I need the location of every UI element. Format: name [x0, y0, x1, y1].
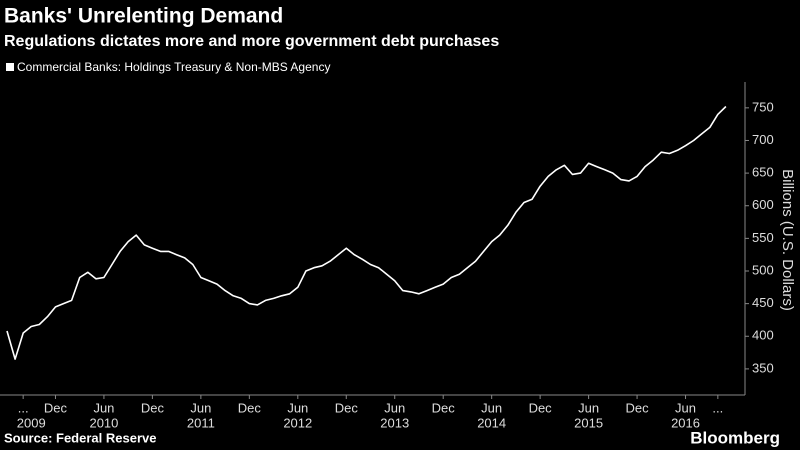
year-label: 2016: [671, 415, 700, 430]
legend-label: Commercial Banks: Holdings Treasury & No…: [17, 60, 330, 74]
x-tick-label: Jun: [675, 400, 696, 415]
y-tick-label: 500: [752, 262, 774, 277]
chart-subtitle: Regulations dictates more and more gover…: [4, 33, 499, 50]
source: Source: Federal Reserve: [4, 430, 156, 445]
x-tick-label: Jun: [287, 400, 308, 415]
x-tick-label: Jun: [578, 400, 599, 415]
x-tick-label: Dec: [529, 400, 553, 415]
line-series: [6, 105, 727, 360]
x-tick-label: Dec: [141, 400, 165, 415]
y-tick-label: 450: [752, 295, 774, 310]
x-tick-label: Jun: [384, 400, 405, 415]
y-tick-label: 600: [752, 197, 774, 212]
chart-title: Banks' Unrelenting Demand: [4, 5, 283, 28]
x-tick-label: Jun: [481, 400, 502, 415]
y-axis-title: Billions (U.S. Dollars): [779, 169, 796, 311]
year-label: 2010: [89, 415, 118, 430]
year-label: 2013: [380, 415, 409, 430]
y-tick-label: 700: [752, 132, 774, 147]
y-tick-label: 650: [752, 165, 774, 180]
x-tick-label: ...: [18, 400, 29, 415]
year-label: 2011: [187, 415, 215, 430]
brand: Bloomberg: [690, 428, 780, 447]
legend-swatch: [6, 63, 14, 71]
year-label: 2009: [17, 415, 46, 430]
y-tick-label: 350: [752, 360, 774, 375]
x-tick-label: Dec: [432, 400, 456, 415]
x-tick-label: Jun: [190, 400, 211, 415]
year-label: 2012: [283, 415, 312, 430]
x-tick-label: Dec: [44, 400, 68, 415]
y-tick-label: 750: [752, 99, 774, 114]
x-tick-label: Dec: [335, 400, 359, 415]
x-tick-label: Jun: [93, 400, 114, 415]
y-tick-label: 400: [752, 328, 774, 343]
y-tick-label: 550: [752, 230, 774, 245]
x-tick-label: ...: [712, 400, 723, 415]
x-tick-label: Dec: [238, 400, 262, 415]
year-label: 2014: [477, 415, 506, 430]
x-tick-label: Dec: [626, 400, 650, 415]
year-label: 2015: [574, 415, 603, 430]
